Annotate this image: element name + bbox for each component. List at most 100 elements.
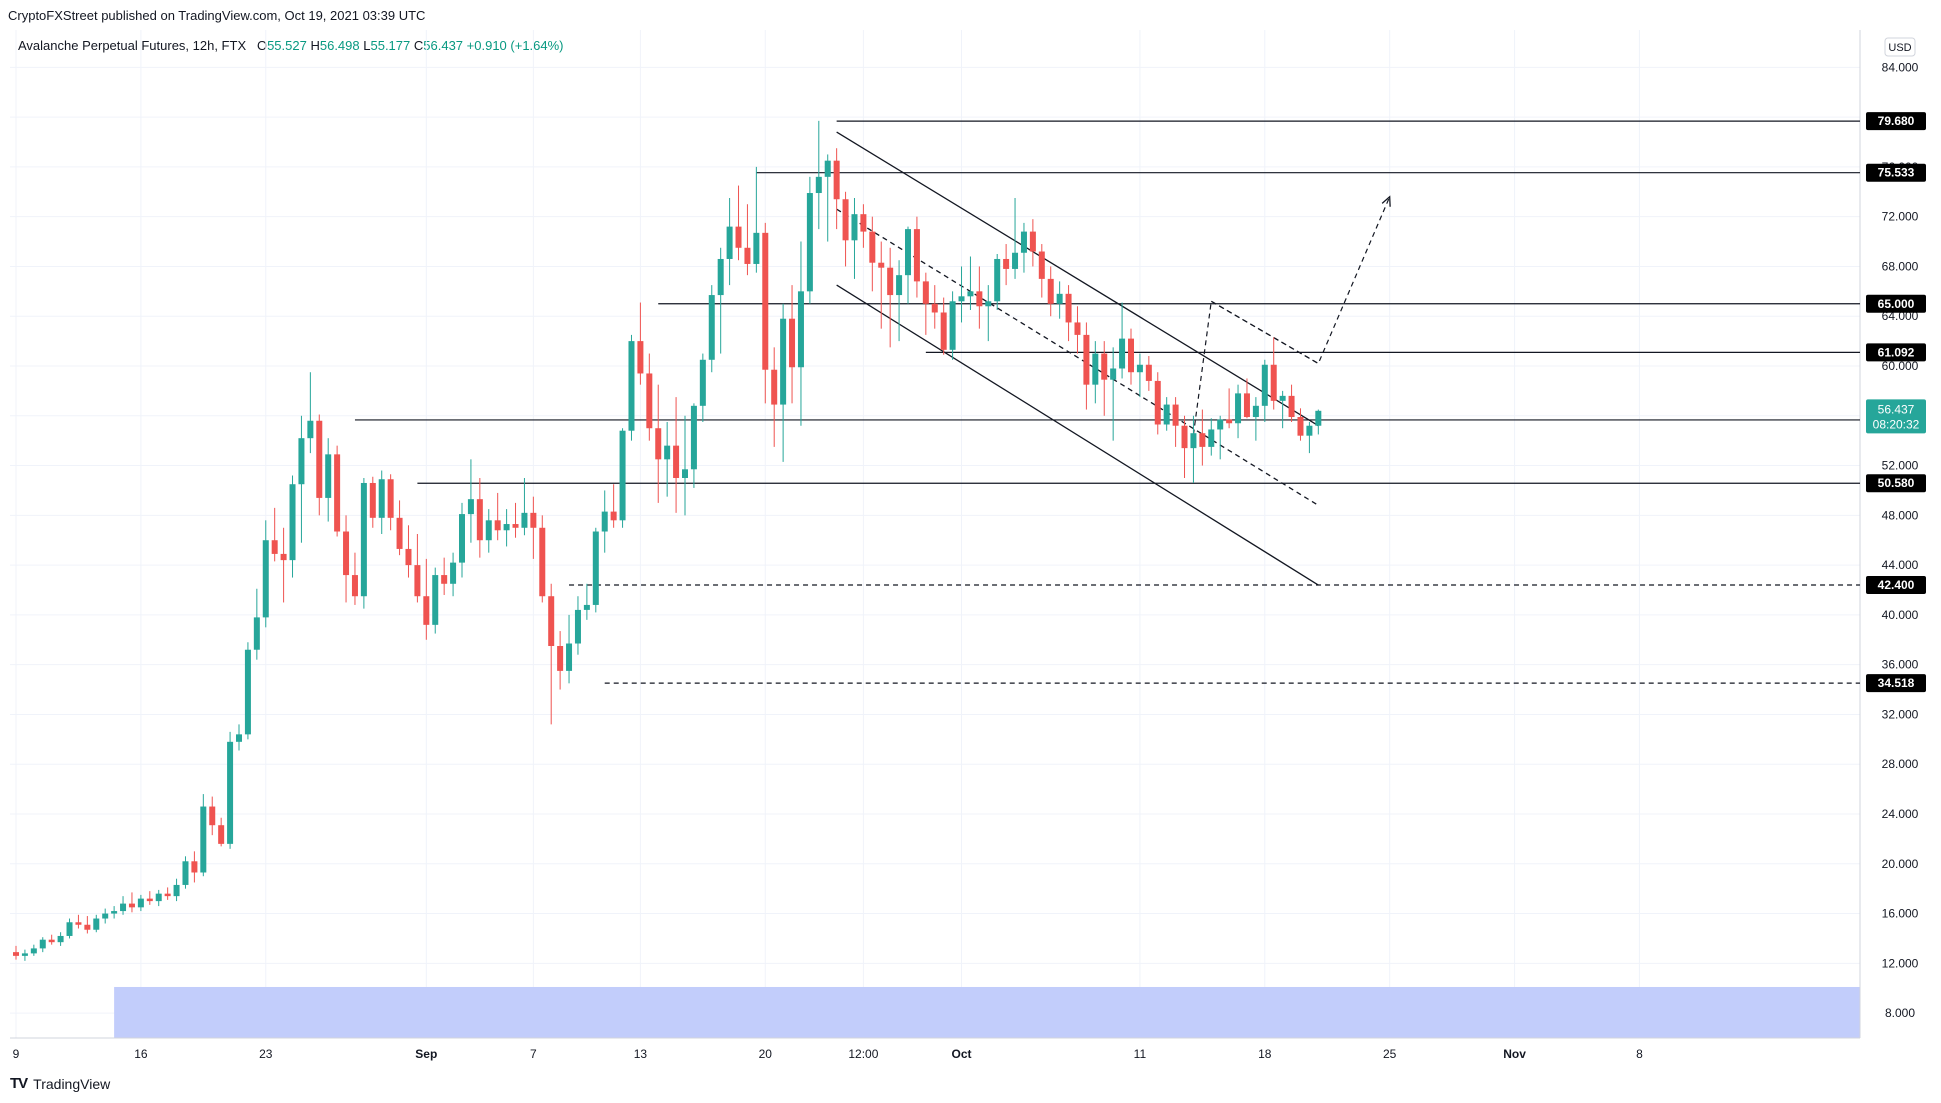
- candle: [182, 856, 189, 889]
- candle-body: [994, 258, 1001, 302]
- candle-body: [1003, 258, 1010, 269]
- time-tick-label: 18: [1258, 1047, 1272, 1061]
- candle-body: [1074, 322, 1081, 335]
- candle-body: [860, 214, 867, 232]
- candle-body: [289, 484, 296, 561]
- candle-body: [1315, 410, 1322, 426]
- candle-body: [360, 482, 367, 597]
- candle: [842, 191, 849, 267]
- candle: [905, 226, 911, 304]
- candle-body: [619, 430, 626, 521]
- candle-body: [120, 903, 127, 912]
- candle-body: [744, 247, 751, 264]
- candle-body: [1083, 334, 1090, 385]
- candle-body: [753, 232, 760, 264]
- time-tick-label: 9: [13, 1047, 20, 1061]
- candle: [557, 631, 564, 690]
- candle-body: [1199, 433, 1206, 447]
- candle: [66, 918, 73, 939]
- candle-body: [414, 565, 421, 597]
- candle: [1029, 219, 1036, 267]
- candle: [200, 794, 207, 877]
- symbol-legend: Avalanche Perpetual Futures, 12h, FTX O5…: [18, 38, 564, 53]
- candle-body: [940, 312, 947, 350]
- candle: [1074, 306, 1081, 354]
- candle-body: [1029, 231, 1036, 252]
- low-value: 55.177: [370, 38, 411, 53]
- candle-body: [244, 649, 251, 735]
- candle: [512, 502, 519, 538]
- candle: [218, 817, 225, 847]
- candle: [548, 583, 555, 725]
- candle: [84, 916, 91, 934]
- level-price-badge: [1866, 474, 1926, 493]
- level-price-badge: [1866, 576, 1926, 595]
- level-price-badge: [1866, 294, 1926, 313]
- time-tick-label: 13: [634, 1047, 648, 1061]
- candle: [432, 567, 439, 634]
- candle: [806, 176, 813, 304]
- candle: [717, 247, 724, 354]
- price-tick-label: 28.000: [1882, 757, 1919, 771]
- candle-body: [574, 609, 581, 644]
- candle: [459, 502, 465, 578]
- high-label: H: [310, 38, 320, 53]
- candle-body: [1270, 364, 1277, 401]
- candle-body: [1208, 429, 1215, 447]
- candle-body: [227, 741, 234, 844]
- candle: [762, 222, 769, 404]
- candle-body: [922, 281, 929, 304]
- candle: [780, 303, 787, 462]
- tradingview-logo[interactable]: TV TradingView: [10, 1075, 110, 1092]
- candle: [1235, 384, 1242, 439]
- candle: [1306, 422, 1313, 454]
- candle-body: [824, 160, 831, 177]
- candle: [1288, 384, 1295, 422]
- candle: [949, 291, 956, 360]
- time-tick-label: 23: [259, 1047, 273, 1061]
- candle-body: [173, 884, 180, 897]
- candle: [75, 914, 82, 929]
- candle: [592, 527, 599, 613]
- candle: [1003, 244, 1010, 286]
- candle-body: [780, 318, 787, 405]
- candle-body: [467, 499, 474, 515]
- candle-body: [931, 303, 938, 313]
- candle: [351, 552, 358, 605]
- candle-body: [896, 275, 903, 296]
- candle-body: [459, 514, 465, 563]
- candle: [744, 204, 751, 276]
- candle-body: [66, 922, 73, 936]
- candle: [485, 509, 492, 553]
- candle-body: [1226, 419, 1233, 424]
- time-tick-label: 7: [530, 1047, 537, 1061]
- candle-body: [494, 520, 501, 531]
- tradingview-wordmark: TradingView: [33, 1075, 111, 1092]
- candle: [896, 260, 903, 342]
- candle: [387, 474, 394, 531]
- candle: [682, 415, 688, 516]
- candle-body: [164, 893, 171, 897]
- time-tick-label: 11: [1134, 1047, 1147, 1061]
- candle: [280, 527, 287, 603]
- candle: [922, 272, 929, 335]
- candle: [476, 478, 483, 558]
- candle-body: [396, 517, 403, 549]
- candle: [1190, 415, 1197, 483]
- candle: [414, 534, 421, 603]
- candle-body: [771, 369, 778, 405]
- currency-badge: [1884, 37, 1916, 57]
- candle: [343, 515, 350, 603]
- candle-body: [601, 511, 608, 532]
- candle: [405, 525, 412, 578]
- candle-body: [137, 898, 144, 908]
- candle-body: [155, 893, 162, 902]
- candle: [539, 515, 546, 603]
- candle-body: [343, 531, 350, 576]
- candle-body: [1172, 404, 1179, 426]
- price-tick-label: 52.000: [1882, 459, 1919, 473]
- candle-body: [1110, 368, 1117, 380]
- level-price-label: 50.580: [1878, 476, 1915, 490]
- candle: [271, 507, 278, 562]
